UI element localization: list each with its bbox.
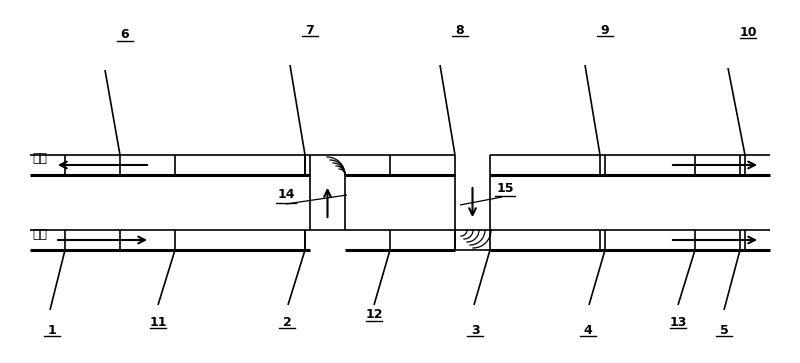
Text: 3: 3: [470, 323, 479, 337]
Text: 1: 1: [48, 323, 56, 337]
Text: 11: 11: [150, 315, 166, 329]
Text: 4: 4: [584, 323, 592, 337]
Text: 5: 5: [720, 323, 728, 337]
Text: 10: 10: [739, 25, 757, 38]
Text: 12: 12: [366, 309, 382, 322]
Text: 13: 13: [670, 315, 686, 329]
Text: 上行: 上行: [32, 228, 47, 241]
Text: 8: 8: [456, 24, 464, 37]
Text: 7: 7: [306, 24, 314, 37]
Text: 9: 9: [601, 24, 610, 37]
Text: 下行: 下行: [32, 151, 47, 164]
Text: 2: 2: [282, 315, 291, 329]
Text: 6: 6: [121, 29, 130, 41]
Text: 15: 15: [497, 182, 514, 195]
Text: 14: 14: [278, 188, 295, 201]
